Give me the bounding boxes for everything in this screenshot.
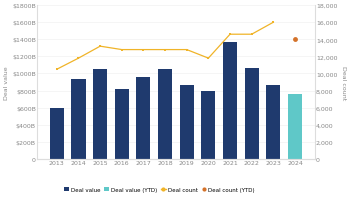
- Bar: [71, 79, 85, 159]
- Y-axis label: Deal value: Deal value: [4, 66, 9, 99]
- Bar: [266, 86, 280, 159]
- Bar: [50, 108, 64, 159]
- Bar: [115, 89, 129, 159]
- Bar: [201, 92, 215, 159]
- Y-axis label: Deal count: Deal count: [341, 66, 346, 100]
- Bar: [136, 78, 150, 159]
- Bar: [180, 85, 194, 159]
- Bar: [158, 70, 172, 159]
- Legend: Deal value, Deal value (YTD), Deal count, Deal count (YTD): Deal value, Deal value (YTD), Deal count…: [62, 185, 257, 194]
- Bar: [223, 43, 237, 159]
- Bar: [288, 94, 302, 159]
- Bar: [245, 68, 259, 159]
- Bar: [93, 70, 107, 159]
